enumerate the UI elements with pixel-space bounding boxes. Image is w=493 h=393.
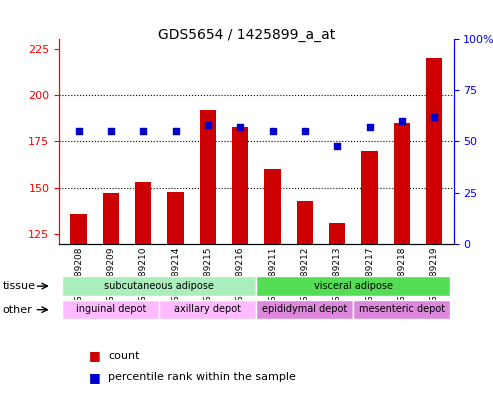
Text: ■: ■ xyxy=(89,371,101,384)
Bar xyxy=(200,110,216,244)
FancyBboxPatch shape xyxy=(63,300,159,319)
Text: subcutaneous adipose: subcutaneous adipose xyxy=(105,281,214,291)
Text: ■: ■ xyxy=(89,349,101,362)
Point xyxy=(107,128,115,134)
Text: other: other xyxy=(2,305,32,315)
Bar xyxy=(103,193,119,244)
Bar xyxy=(232,127,248,244)
Point xyxy=(430,114,438,120)
Point xyxy=(74,128,82,134)
Text: GDS5654 / 1425899_a_at: GDS5654 / 1425899_a_at xyxy=(158,28,335,42)
Point xyxy=(333,142,341,149)
Bar xyxy=(70,214,87,244)
Text: count: count xyxy=(108,351,140,361)
Text: visceral adipose: visceral adipose xyxy=(314,281,393,291)
Text: tissue: tissue xyxy=(2,281,35,291)
Bar xyxy=(264,169,281,244)
Point xyxy=(398,118,406,124)
Point xyxy=(366,124,374,130)
FancyBboxPatch shape xyxy=(63,276,256,296)
Text: inguinal depot: inguinal depot xyxy=(76,305,146,314)
Point xyxy=(301,128,309,134)
FancyBboxPatch shape xyxy=(256,276,450,296)
Bar xyxy=(361,151,378,244)
Bar xyxy=(297,201,313,244)
FancyBboxPatch shape xyxy=(256,300,353,319)
Text: percentile rank within the sample: percentile rank within the sample xyxy=(108,372,296,382)
Point xyxy=(204,122,212,128)
Bar xyxy=(394,123,410,244)
Point xyxy=(139,128,147,134)
Point xyxy=(172,128,179,134)
Bar xyxy=(329,223,345,244)
Text: mesenteric depot: mesenteric depot xyxy=(359,305,445,314)
FancyBboxPatch shape xyxy=(353,300,450,319)
FancyBboxPatch shape xyxy=(159,300,256,319)
Text: axillary depot: axillary depot xyxy=(175,305,242,314)
Bar xyxy=(135,182,151,244)
Bar xyxy=(426,58,442,244)
Point xyxy=(236,124,244,130)
Bar xyxy=(168,192,183,244)
Point xyxy=(269,128,277,134)
Text: epididymal depot: epididymal depot xyxy=(262,305,348,314)
